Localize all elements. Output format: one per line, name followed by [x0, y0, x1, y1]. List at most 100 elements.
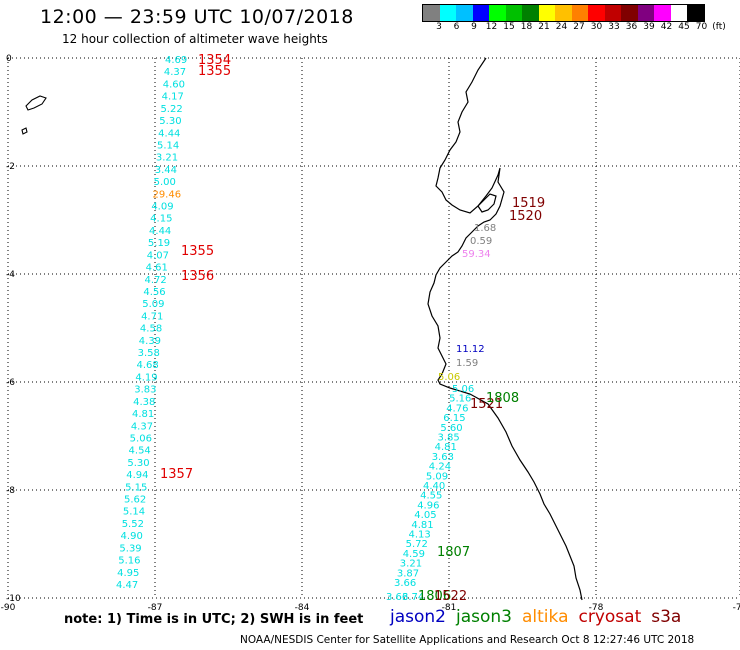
wave-height-value: 5.14 [157, 140, 179, 151]
wave-height-value: 4.39 [139, 336, 161, 347]
wave-height-value: 5.06 [452, 384, 474, 395]
wave-height-value: 4.68 [137, 360, 159, 371]
colorbar-label: 27 [573, 22, 585, 32]
colorbar-label: 24 [555, 22, 568, 32]
wave-height-value: 3.63 [432, 452, 454, 463]
colorbar-label: 18 [520, 22, 533, 32]
colorbar-label: 9 [471, 22, 477, 32]
pass-time-label: 1357 [160, 467, 193, 482]
wave-height-value: 6.15 [443, 413, 465, 424]
colorbar-swatch [423, 5, 440, 21]
wave-height-value: 4.81 [435, 442, 457, 453]
x-tick-label: -84 [295, 603, 310, 613]
wave-height-value: 3.58 [138, 348, 160, 359]
colorbar-label: 39 [643, 22, 655, 32]
satellite-legend: jason2 jason3 altika cryosat s3a [390, 607, 691, 627]
wave-height-value: 5.06 [130, 433, 152, 444]
x-tick-label: -90 [1, 603, 16, 613]
colorbar-label: (ft) [712, 22, 726, 32]
wave-height-value: 4.09 [151, 202, 173, 213]
colorbar-label: 45 [678, 22, 690, 32]
wave-height-value: 3.21 [156, 153, 178, 164]
wave-height-value: 4.24 [429, 462, 451, 473]
wave-height-value: 4.37 [164, 67, 186, 78]
y-tick-label: -2 [6, 162, 15, 172]
colorbar-swatch [637, 5, 654, 21]
wave-height-value: 3.85 [438, 433, 460, 444]
x-tick-label: -81 [442, 603, 457, 613]
wave-height-value: 5.30 [127, 458, 149, 469]
wave-height-value: 1.68 [474, 223, 496, 234]
colorbar-swatch [621, 5, 638, 21]
wave-height-value: 4.15 [150, 214, 172, 225]
wave-height-value: 5.22 [160, 104, 182, 115]
wave-height-value: 4.40 [423, 481, 445, 492]
wave-height-value: 5.09 [426, 471, 448, 482]
galapagos-island-main [25, 95, 47, 111]
wave-height-value: 1.59 [456, 358, 478, 369]
wave-height-value: 5.52 [122, 519, 144, 530]
pass-time-label: 1806 [418, 589, 451, 604]
wave-height-value: 5.14 [123, 507, 145, 518]
west-altimeter-track: 4.694.374.604.175.225.304.445.143.213.44… [116, 55, 187, 591]
wave-height-value: 3.87 [397, 568, 419, 579]
colorbar-label: 70 [695, 22, 708, 32]
wave-height-value: 4.19 [135, 372, 157, 383]
colorbar-swatch [456, 5, 473, 21]
wave-height-value: 4.58 [140, 324, 162, 335]
wave-height-value: 4.38 [133, 397, 155, 408]
footer-credit: NOAA/NESDIS Center for Satellite Applica… [240, 634, 695, 646]
wave-height-value: 4.37 [131, 421, 153, 432]
wave-height-value: 4.94 [126, 470, 148, 481]
colorbar-swatch [588, 5, 605, 21]
wave-height-value: 29.46 [152, 189, 181, 200]
colorbar-label: 3 [436, 22, 442, 32]
pass-time-label: 1808 [486, 391, 519, 406]
wave-height-value: 5.30 [159, 116, 181, 127]
east-altimeter-track: 5.065.164.766.155.603.854.813.634.245.09… [394, 384, 474, 589]
galapagos-island-small [21, 127, 28, 135]
x-tick-label: -75 [733, 603, 740, 613]
legend-jason2: jason2 [390, 607, 446, 627]
wave-height-value: 4.96 [417, 500, 439, 511]
legend-altika: altika [522, 607, 569, 627]
wave-height-value: 4.17 [162, 92, 184, 103]
wave-height-value: 5.16 [449, 394, 471, 405]
wave-height-value: 3.74 [402, 592, 424, 603]
coastline-layer [21, 57, 583, 601]
wave-height-value: 4.76 [446, 403, 468, 414]
y-tick-label: -10 [6, 594, 21, 604]
colorbar-label: 15 [503, 22, 515, 32]
legend-s3a: s3a [651, 607, 682, 627]
wave-height-value: 5.15 [125, 482, 147, 493]
pass-time-labels: 1354135513551356135715191520152118081807… [160, 53, 545, 604]
wave-height-value: 4.81 [132, 409, 154, 420]
wave-height-value: 0.59 [470, 236, 492, 247]
wave-height-value: 5.09 [142, 299, 164, 310]
pass-time-label: 1356 [181, 269, 214, 284]
wave-height-value: 5.72 [406, 539, 428, 550]
wave-height-value: 5.39 [119, 543, 141, 554]
pass-time-label: 1522 [434, 589, 467, 604]
wave-height-value: 5.62 [124, 495, 146, 506]
pass-time-label: 1354 [198, 53, 231, 68]
wave-height-value: 4.95 [117, 568, 139, 579]
colorbar-swatch [522, 5, 539, 21]
wave-height-value: 3.66 [386, 592, 408, 603]
colorbar-swatch [489, 5, 506, 21]
colorbar-swatch [472, 5, 489, 21]
wave-height-value: 4.54 [129, 446, 151, 457]
wave-height-value: 4.07 [147, 250, 169, 261]
x-tick-label: -87 [148, 603, 163, 613]
colorbar-label: 33 [608, 22, 620, 32]
pass-time-label: 1520 [509, 209, 542, 224]
colorbar-label: 6 [453, 22, 460, 32]
wave-height-value: 59.34 [462, 249, 491, 260]
colorbar-label: 36 [625, 22, 638, 32]
lat-lon-grid [7, 57, 740, 599]
wave-height-value: 4.05 [414, 510, 436, 521]
wave-height-value: 4.90 [121, 531, 143, 542]
wave-height-value: 4.59 [403, 549, 425, 560]
wave-height-value: 4.47 [116, 580, 138, 591]
